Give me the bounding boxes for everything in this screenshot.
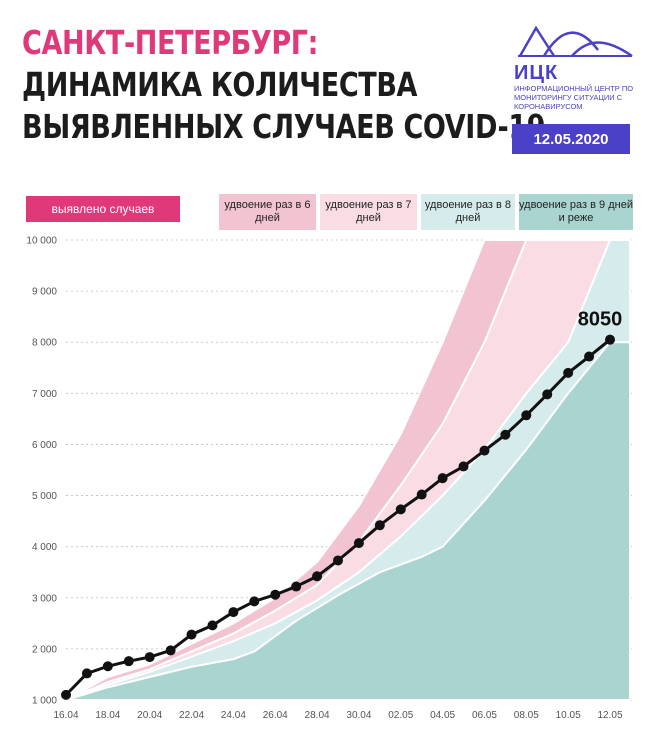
data-point — [228, 607, 239, 618]
data-point — [61, 689, 71, 700]
y-tick-label: 10 000 — [26, 236, 57, 247]
data-point — [353, 538, 364, 549]
y-tick-label: 2 000 — [32, 644, 57, 655]
data-point — [123, 656, 134, 667]
data-point — [500, 429, 511, 440]
title-block: САНКТ-ПЕТЕРБУРГ: ДИНАМИКА КОЛИЧЕСТВА ВЫЯ… — [22, 22, 660, 148]
y-tick-label: 8 000 — [32, 338, 57, 349]
data-point — [458, 461, 469, 472]
x-tick-label: 24.04 — [221, 710, 246, 721]
y-tick-label: 9 000 — [32, 287, 57, 298]
x-tick-label: 16.04 — [53, 710, 78, 721]
data-point — [81, 668, 92, 679]
legend-band-8-days: удвоение раз в 8 дней — [421, 194, 515, 230]
data-point — [584, 351, 595, 362]
data-point — [395, 504, 406, 515]
data-point — [144, 652, 155, 663]
data-point — [249, 596, 260, 607]
data-point — [605, 334, 615, 345]
logo-subtitle: ИНФОРМАЦИОННЫЙ ЦЕНТР ПО МОНИТОРИНГУ СИТУ… — [514, 84, 634, 111]
y-tick-label: 6 000 — [32, 440, 57, 451]
data-point — [165, 645, 176, 656]
title-line-1: САНКТ-ПЕТЕРБУРГ: — [22, 23, 318, 62]
x-tick-label: 06.05 — [472, 710, 497, 721]
legend-band-6-days: удвоение раз в 6 дней — [219, 194, 316, 230]
legend-band-7-days: удвоение раз в 7 дней — [320, 194, 417, 230]
data-point — [312, 571, 323, 582]
y-tick-label: 7 000 — [32, 389, 57, 400]
x-tick-label: 20.04 — [137, 710, 162, 721]
data-point — [542, 389, 553, 400]
data-point — [437, 473, 448, 484]
data-point — [479, 445, 490, 456]
data-point — [416, 489, 427, 500]
x-tick-label: 10.05 — [556, 710, 581, 721]
y-tick-label: 3 000 — [32, 593, 57, 604]
data-point — [563, 367, 574, 378]
data-point — [291, 581, 302, 592]
y-tick-label: 4 000 — [32, 542, 57, 553]
logo-icon — [514, 20, 634, 60]
data-point — [521, 410, 532, 421]
date-badge: 12.05.2020 — [512, 124, 630, 154]
data-point — [333, 555, 343, 566]
x-tick-label: 22.04 — [179, 710, 204, 721]
data-point — [270, 589, 281, 600]
legend-band-9-days: удвоение раз в 9 дней и реже — [519, 194, 633, 230]
legend-observed: выявлено случаев — [26, 196, 180, 222]
data-point — [207, 620, 218, 631]
last-value-label: 8050 — [578, 309, 623, 331]
x-tick-label: 02.05 — [388, 710, 413, 721]
y-tick-label: 1 000 — [32, 696, 57, 707]
x-tick-label: 30.04 — [346, 710, 371, 721]
x-tick-label: 26.04 — [263, 710, 288, 721]
data-point — [102, 661, 113, 672]
title-line-3: ВЫЯВЛЕННЫХ СЛУЧАЕВ COVID-19 — [22, 107, 546, 146]
y-tick-label: 5 000 — [32, 491, 57, 502]
data-point — [374, 520, 385, 531]
x-tick-label: 08.05 — [514, 710, 539, 721]
x-tick-label: 18.04 — [95, 710, 120, 721]
logo-text: ИЦК — [514, 62, 559, 84]
x-tick-label: 12.05 — [597, 710, 622, 721]
x-tick-label: 28.04 — [305, 710, 330, 721]
data-point — [186, 629, 197, 640]
x-tick-label: 04.05 — [430, 710, 455, 721]
title-line-2: ДИНАМИКА КОЛИЧЕСТВА — [22, 65, 418, 104]
